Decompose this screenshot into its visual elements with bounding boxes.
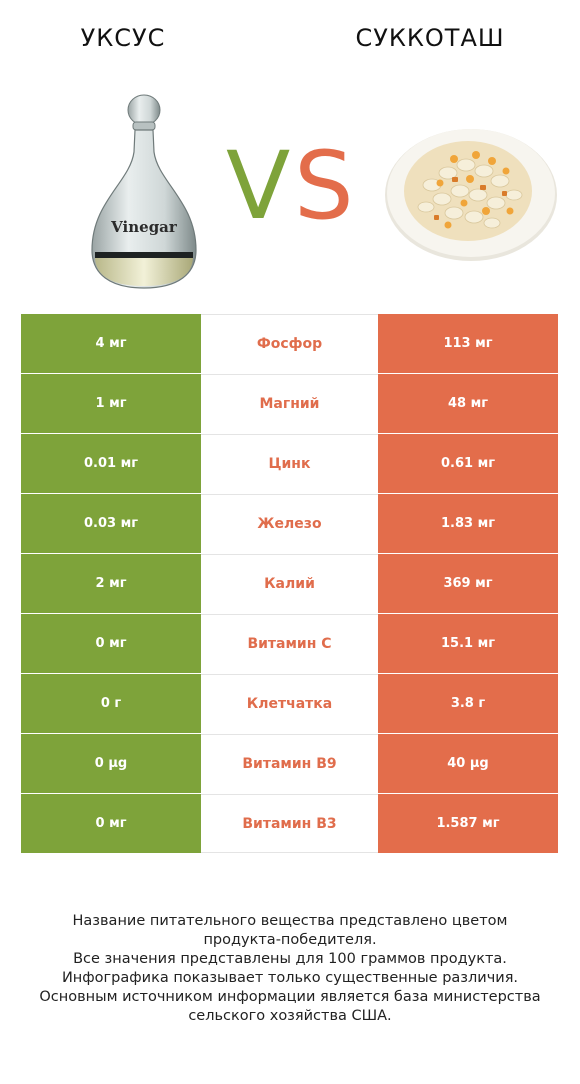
left-value-cell: 0 µg bbox=[21, 734, 201, 793]
right-value-cell: 0.61 мг bbox=[378, 434, 558, 493]
right-value-cell: 1.83 мг bbox=[378, 494, 558, 553]
right-value-cell: 369 мг bbox=[378, 554, 558, 613]
right-value-cell: 3.8 г bbox=[378, 674, 558, 733]
footer-line: сельского хозяйства США. bbox=[188, 1008, 392, 1024]
right-value-cell: 113 мг bbox=[378, 314, 558, 373]
footer-line: Название питательного вещества представл… bbox=[72, 913, 508, 929]
nutrient-name-cell: Калий bbox=[201, 554, 378, 613]
nutrient-name-cell: Железо bbox=[201, 494, 378, 553]
table-row: 0 мг Витамин B3 1.587 мг bbox=[21, 794, 558, 854]
footer-line: продукта-победителя. bbox=[203, 932, 377, 948]
left-value-cell: 4 мг bbox=[21, 314, 201, 373]
nutrient-name-cell: Фосфор bbox=[201, 314, 378, 373]
left-value-cell: 0.03 мг bbox=[21, 494, 201, 553]
nutrient-name-cell: Витамин C bbox=[201, 614, 378, 673]
succotash-plate-image bbox=[385, 129, 557, 261]
nutrient-name-cell: Витамин B9 bbox=[201, 734, 378, 793]
right-value-cell: 1.587 мг bbox=[378, 794, 558, 853]
left-value-cell: 0.01 мг bbox=[21, 434, 201, 493]
right-value-cell: 48 мг bbox=[378, 374, 558, 433]
vs-logo: V S bbox=[226, 132, 354, 232]
right-product-title: СУККОТАШ bbox=[355, 24, 505, 52]
footer-line: Основным источником информации является … bbox=[39, 989, 541, 1005]
footer-note: Название питательного вещества представл… bbox=[0, 912, 580, 1026]
nutrient-name-cell: Магний bbox=[201, 374, 378, 433]
footer-line: Все значения представлены для 100 граммо… bbox=[73, 951, 507, 967]
right-value-cell: 40 µg bbox=[378, 734, 558, 793]
table-row: 0 г Клетчатка 3.8 г bbox=[21, 674, 558, 734]
vs-letter-s: S bbox=[294, 132, 354, 232]
table-row: 1 мг Магний 48 мг bbox=[21, 374, 558, 434]
vinegar-bottle-image: Vinegar bbox=[91, 94, 197, 289]
table-row: 2 мг Калий 369 мг bbox=[21, 554, 558, 614]
table-row: 0.03 мг Железо 1.83 мг bbox=[21, 494, 558, 554]
bottle-label-text: Vinegar bbox=[110, 218, 178, 236]
vs-letter-v: V bbox=[226, 132, 290, 232]
left-value-cell: 0 г bbox=[21, 674, 201, 733]
table-row: 0 µg Витамин B9 40 µg bbox=[21, 734, 558, 794]
left-product-title: УКСУС bbox=[80, 24, 166, 52]
left-value-cell: 0 мг bbox=[21, 614, 201, 673]
right-value-cell: 15.1 мг bbox=[378, 614, 558, 673]
left-value-cell: 2 мг bbox=[21, 554, 201, 613]
table-row: 0.01 мг Цинк 0.61 мг bbox=[21, 434, 558, 494]
nutrient-name-cell: Цинк bbox=[201, 434, 378, 493]
nutrient-name-cell: Клетчатка bbox=[201, 674, 378, 733]
table-row: 0 мг Витамин C 15.1 мг bbox=[21, 614, 558, 674]
left-value-cell: 1 мг bbox=[21, 374, 201, 433]
table-row: 4 мг Фосфор 113 мг bbox=[21, 314, 558, 374]
footer-line: Инфографика показывает только существенн… bbox=[61, 970, 519, 986]
left-value-cell: 0 мг bbox=[21, 794, 201, 853]
comparison-table: 4 мг Фосфор 113 мг 1 мг Магний 48 мг 0.01 мг Ци… bbox=[21, 314, 558, 854]
nutrient-name-cell: Витамин B3 bbox=[201, 794, 378, 853]
